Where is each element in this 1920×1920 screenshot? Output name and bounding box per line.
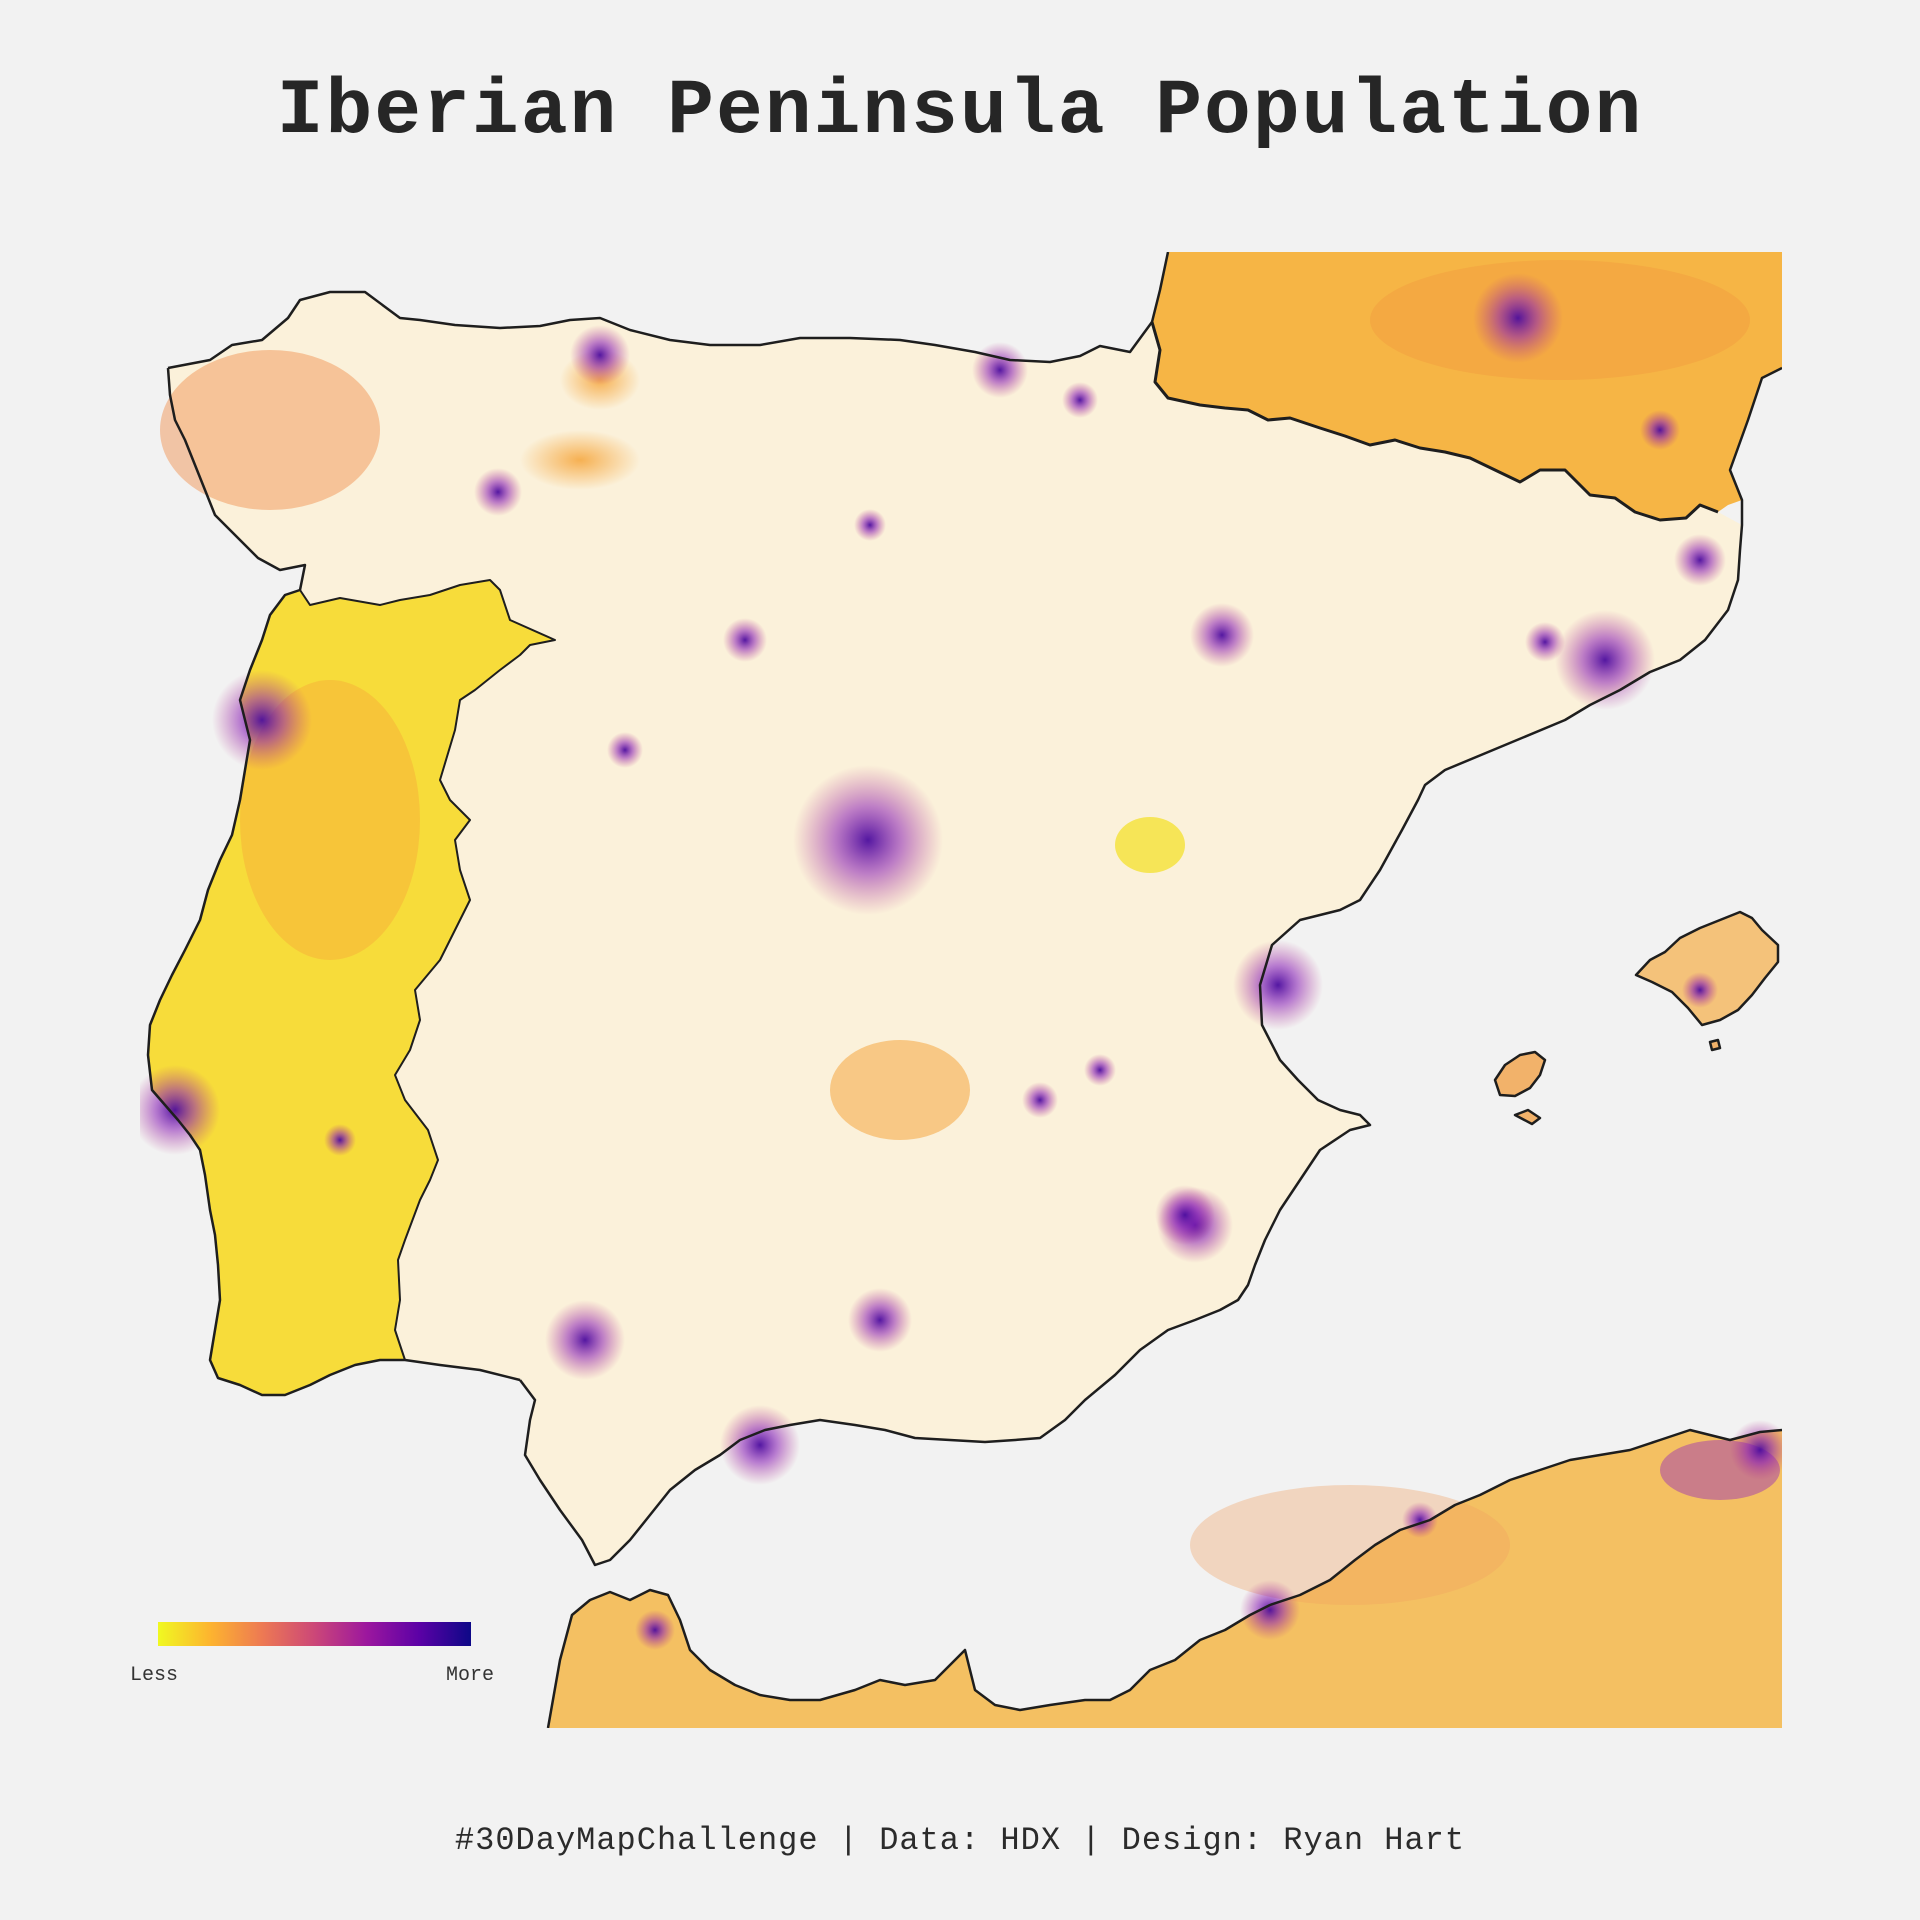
city-barcelona: [1555, 610, 1655, 710]
city-palma: [1682, 972, 1718, 1008]
mallorca-region: [1636, 912, 1778, 1025]
credits-footer: #30DayMapChallenge | Data: HDX | Design:…: [454, 1822, 1466, 1859]
city-malaga: [720, 1405, 800, 1485]
portugal-spain-border: [299, 579, 556, 1361]
city-valencia: [1233, 940, 1323, 1030]
population-legend: Less More: [130, 1618, 494, 1688]
france-spain-border: [1150, 321, 1719, 522]
city-lisbon: [140, 1065, 220, 1155]
city-madrid: [793, 765, 943, 915]
city-bilbao: [972, 342, 1028, 398]
france-coastline: [519, 252, 1782, 1567]
spain-region: [168, 292, 1742, 1565]
france-region: [1152, 252, 1782, 520]
legend-color-ramp: [158, 1622, 471, 1646]
city-seville: [545, 1300, 625, 1380]
spain-coastline: [167, 290, 1154, 370]
north-africa-region: [548, 1430, 1782, 1728]
ibiza-region: [1495, 1052, 1545, 1096]
portugal-coastline: [146, 367, 521, 1397]
city-porto: [212, 670, 312, 770]
city-toulouse: [1473, 273, 1563, 363]
north-africa-coastline: [546, 1428, 1782, 1728]
portugal-region: [148, 580, 555, 1395]
legend-more-label: More: [446, 1664, 495, 1687]
map-title: Iberian Peninsula Population: [276, 68, 1644, 156]
legend-less-label: Less: [130, 1664, 179, 1687]
city-zaragoza: [1190, 603, 1254, 667]
